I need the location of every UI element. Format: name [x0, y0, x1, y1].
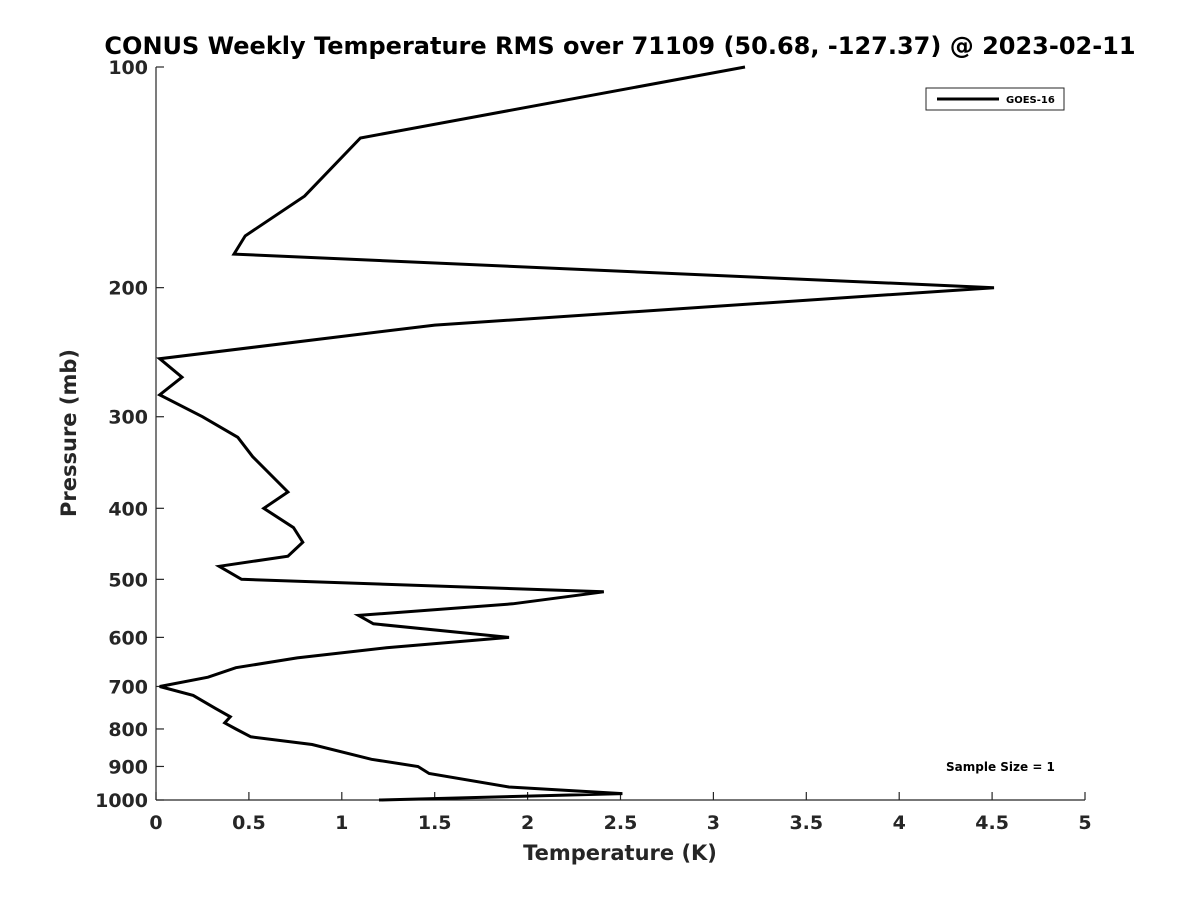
- x-tick-label: 0.5: [232, 812, 266, 834]
- x-tick-label: 1.5: [418, 812, 452, 834]
- y-tick-label: 300: [108, 407, 148, 429]
- y-tick-label: 700: [108, 676, 148, 698]
- series-layer: [156, 65, 995, 802]
- chart-title: CONUS Weekly Temperature RMS over 71109 …: [104, 32, 1135, 60]
- y-tick-label: 800: [108, 719, 148, 741]
- x-ticks: 0 0.5 1 1.5 2 2.5 3 3.5 4 4.5 5: [149, 792, 1092, 834]
- x-axis-label: Temperature (K): [523, 841, 717, 865]
- y-tick-label: 600: [108, 627, 148, 649]
- x-tick-label: 4.5: [975, 812, 1009, 834]
- legend: GOES-16: [925, 87, 1065, 111]
- y-axis-label: Pressure (mb): [57, 349, 81, 517]
- y-ticks: 100 200 300 400 500 600 700 800 900 1000: [95, 57, 164, 812]
- x-tick-label: 3: [707, 812, 720, 834]
- x-tick-label: 2.5: [604, 812, 638, 834]
- y-tick-label: 100: [108, 57, 148, 79]
- legend-label-goes-16: GOES-16: [1006, 95, 1055, 106]
- x-tick-label: 4: [893, 812, 906, 834]
- sample-size-annotation: Sample Size = 1: [946, 760, 1055, 774]
- y-tick-label: 1000: [95, 790, 148, 812]
- x-tick-label: 1: [335, 812, 348, 834]
- x-tick-label: 2: [521, 812, 534, 834]
- y-tick-label: 900: [108, 756, 148, 778]
- y-tick-label: 200: [108, 278, 148, 300]
- series-line-goes-16: [156, 65, 995, 802]
- x-tick-label: 5: [1078, 812, 1091, 834]
- y-tick-label: 500: [108, 569, 148, 591]
- x-tick-label: 0: [149, 812, 162, 834]
- y-tick-label: 400: [108, 498, 148, 520]
- x-tick-label: 3.5: [789, 812, 823, 834]
